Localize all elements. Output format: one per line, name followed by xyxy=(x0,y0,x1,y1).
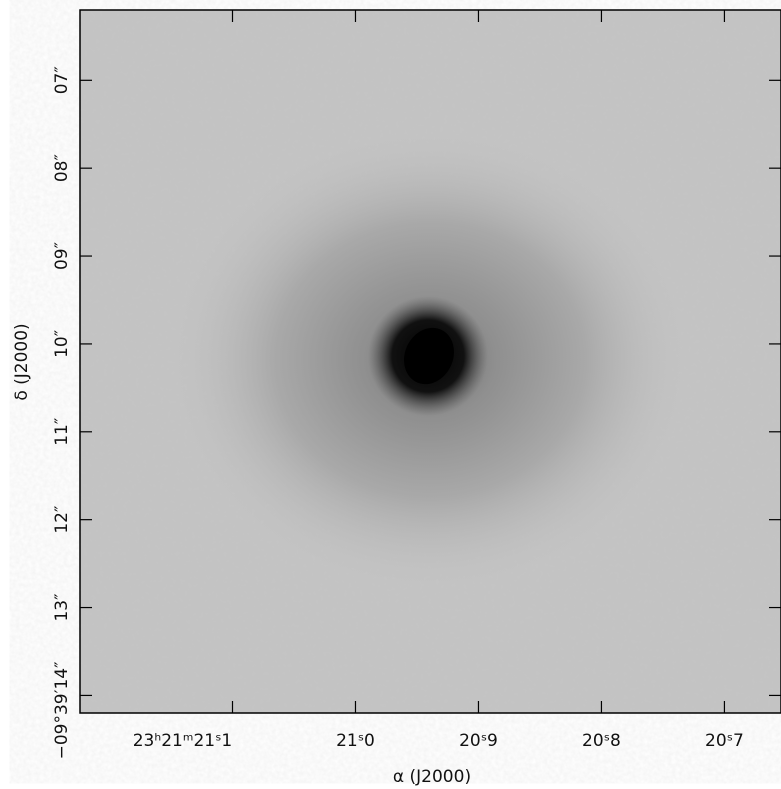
y-tick-label: 09″ xyxy=(52,242,72,270)
x-tick-label: 23ʰ21ᵐ21ˢ1 xyxy=(133,731,233,751)
x-tick-label: 20ˢ9 xyxy=(459,731,498,751)
y-tick-label: 11″ xyxy=(52,418,72,446)
chart: α (J2000) δ (J2000) 23ʰ21ᵐ21ˢ1 21ˢ0 20ˢ9 20… xyxy=(0,0,781,789)
y-tick-label: 12″ xyxy=(52,506,72,534)
y-tick-label: 07″ xyxy=(52,66,72,94)
x-tick-label: 20ˢ8 xyxy=(582,731,621,751)
y-axis-label: δ (J2000) xyxy=(12,323,32,400)
y-tick-label: −09°39′14″ xyxy=(52,662,72,760)
y-tick-label: 08″ xyxy=(52,154,72,182)
image xyxy=(80,10,781,713)
x-tick-label: 21ˢ0 xyxy=(336,731,375,751)
x-tick-label: 20ˢ7 xyxy=(705,731,744,751)
y-tick-label: 13″ xyxy=(52,594,72,622)
x-axis-label: α (J2000) xyxy=(393,767,471,787)
y-tick-label: 10″ xyxy=(52,330,72,358)
